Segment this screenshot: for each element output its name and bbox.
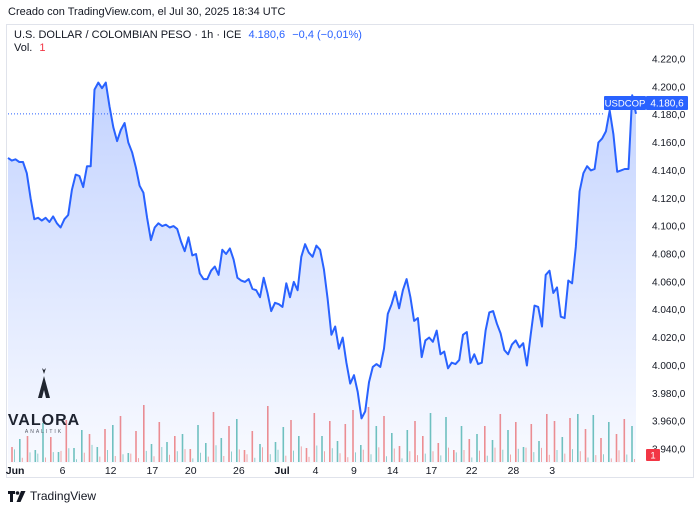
legend-last-value: 4.180,6 — [248, 29, 286, 41]
legend-symbol: U.S. DOLLAR / COLOMBIAN PESO · 1h · ICE — [14, 29, 242, 41]
legend: U.S. DOLLAR / COLOMBIAN PESO · 1h · ICE … — [14, 28, 362, 42]
volume-label: Vol. — [14, 42, 33, 54]
caption: Creado con TradingView.com, el Jul 30, 2… — [8, 6, 286, 18]
volume-value: 1 — [39, 42, 46, 54]
footer: TradingView — [8, 489, 96, 503]
legend-change: −0,4 (−0,01%) — [292, 29, 362, 41]
chart-frame — [6, 24, 694, 478]
tradingview-logo-icon — [8, 490, 26, 502]
footer-brand: TradingView — [30, 489, 97, 503]
volume-legend: Vol. 1 — [14, 42, 46, 54]
